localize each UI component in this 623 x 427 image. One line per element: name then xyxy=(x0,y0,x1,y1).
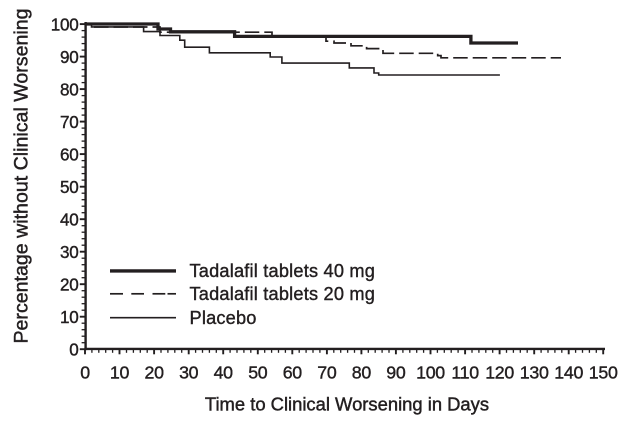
svg-text:90: 90 xyxy=(60,48,79,67)
svg-text:70: 70 xyxy=(317,362,337,382)
svg-text:20: 20 xyxy=(60,275,79,294)
svg-text:30: 30 xyxy=(60,243,79,262)
svg-text:110: 110 xyxy=(451,362,479,382)
svg-text:150: 150 xyxy=(589,362,618,382)
svg-text:80: 80 xyxy=(352,362,372,382)
svg-text:10: 10 xyxy=(60,308,79,327)
svg-text:Percentage without Clinical Wo: Percentage without Clinical Worsening xyxy=(11,8,33,343)
svg-text:130: 130 xyxy=(520,362,549,382)
svg-text:70: 70 xyxy=(60,113,79,132)
svg-text:20: 20 xyxy=(145,362,165,382)
svg-text:10: 10 xyxy=(110,362,130,382)
svg-text:40: 40 xyxy=(60,210,79,229)
svg-text:80: 80 xyxy=(60,80,79,99)
svg-text:50: 50 xyxy=(60,178,79,197)
svg-text:Tadalafil tablets 40 mg: Tadalafil tablets 40 mg xyxy=(190,261,376,281)
svg-text:120: 120 xyxy=(485,362,514,382)
svg-text:30: 30 xyxy=(179,362,199,382)
svg-text:Placebo: Placebo xyxy=(190,308,257,328)
svg-text:40: 40 xyxy=(214,362,234,382)
svg-text:100: 100 xyxy=(51,15,79,34)
svg-text:60: 60 xyxy=(283,362,303,382)
svg-text:90: 90 xyxy=(386,362,406,382)
svg-text:100: 100 xyxy=(416,362,445,382)
svg-text:0: 0 xyxy=(80,362,90,382)
svg-text:Time to Clinical Worsening in: Time to Clinical Worsening in Days xyxy=(205,394,489,415)
svg-text:140: 140 xyxy=(554,362,583,382)
svg-text:50: 50 xyxy=(248,362,268,382)
svg-text:60: 60 xyxy=(60,145,79,164)
svg-text:0: 0 xyxy=(69,340,78,359)
svg-text:Tadalafil tablets 20 mg: Tadalafil tablets 20 mg xyxy=(190,284,376,304)
